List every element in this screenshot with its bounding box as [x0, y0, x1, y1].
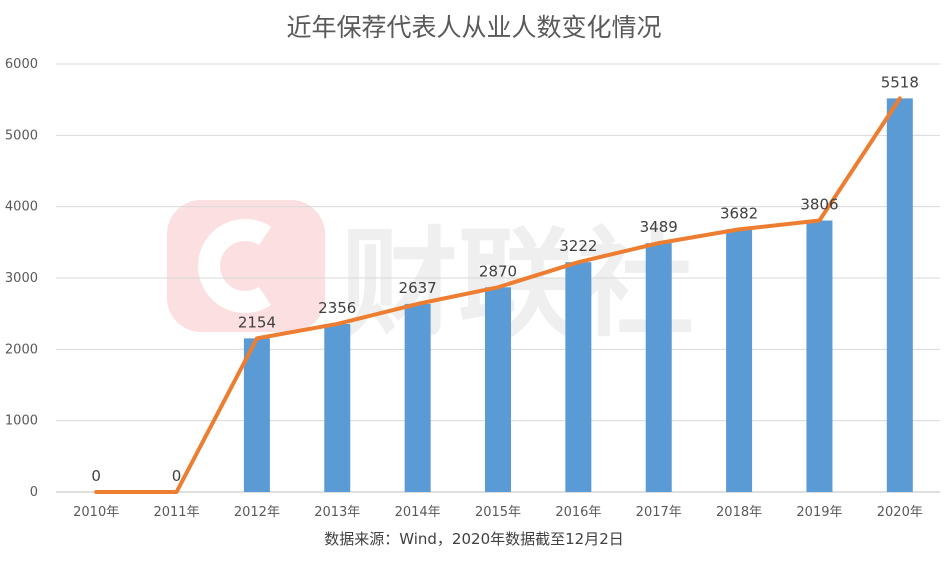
data-label: 2356: [318, 299, 356, 317]
watermark-logo: 财联社: [167, 200, 694, 353]
chart-title: 近年保荐代表人从业人数变化情况: [286, 13, 662, 42]
data-label: 3682: [720, 204, 758, 222]
bar: [243, 338, 270, 492]
x-tick-label: 2020年: [877, 505, 923, 520]
x-tick-label: 2015年: [475, 505, 521, 520]
series-line: [94, 96, 902, 494]
y-tick-label: 0: [30, 485, 38, 500]
x-tick-label: 2011年: [153, 505, 199, 520]
x-tick-label: 2017年: [636, 505, 682, 520]
bar: [485, 287, 511, 492]
x-tick-label: 2019年: [796, 505, 842, 520]
data-label: 0: [91, 467, 101, 485]
bar: [324, 323, 351, 492]
x-tick-label: 2018年: [716, 505, 762, 520]
bar: [645, 243, 672, 492]
data-label: 2154: [238, 313, 276, 331]
bar: [806, 220, 833, 492]
bar: [726, 229, 753, 493]
y-tick-label: 3000: [5, 271, 38, 286]
y-tick-label: 1000: [5, 414, 38, 429]
x-tick-label: 2010年: [73, 505, 119, 520]
data-label: 0: [172, 467, 182, 485]
x-tick-label: 2012年: [234, 505, 280, 520]
bar: [565, 262, 592, 492]
y-tick-label: 4000: [5, 200, 38, 215]
data-label: 3222: [559, 237, 597, 255]
data-label: 3806: [800, 196, 838, 214]
watermark-text: 财联社: [340, 215, 694, 353]
data-label: 2870: [479, 262, 517, 280]
data-label: 3489: [640, 218, 678, 236]
y-tick-label: 5000: [5, 128, 38, 143]
bar: [886, 98, 913, 493]
x-tick-label: 2016年: [555, 505, 601, 520]
source-note: 数据来源：Wind，2020年数据截至12月2日: [324, 530, 624, 548]
bar: [404, 303, 431, 492]
x-tick-label: 2013年: [314, 505, 360, 520]
y-tick-label: 2000: [5, 342, 38, 357]
y-tick-label: 6000: [5, 57, 38, 72]
data-label: 5518: [881, 73, 919, 91]
x-tick-label: 2014年: [395, 505, 441, 520]
data-label: 2637: [399, 279, 437, 297]
